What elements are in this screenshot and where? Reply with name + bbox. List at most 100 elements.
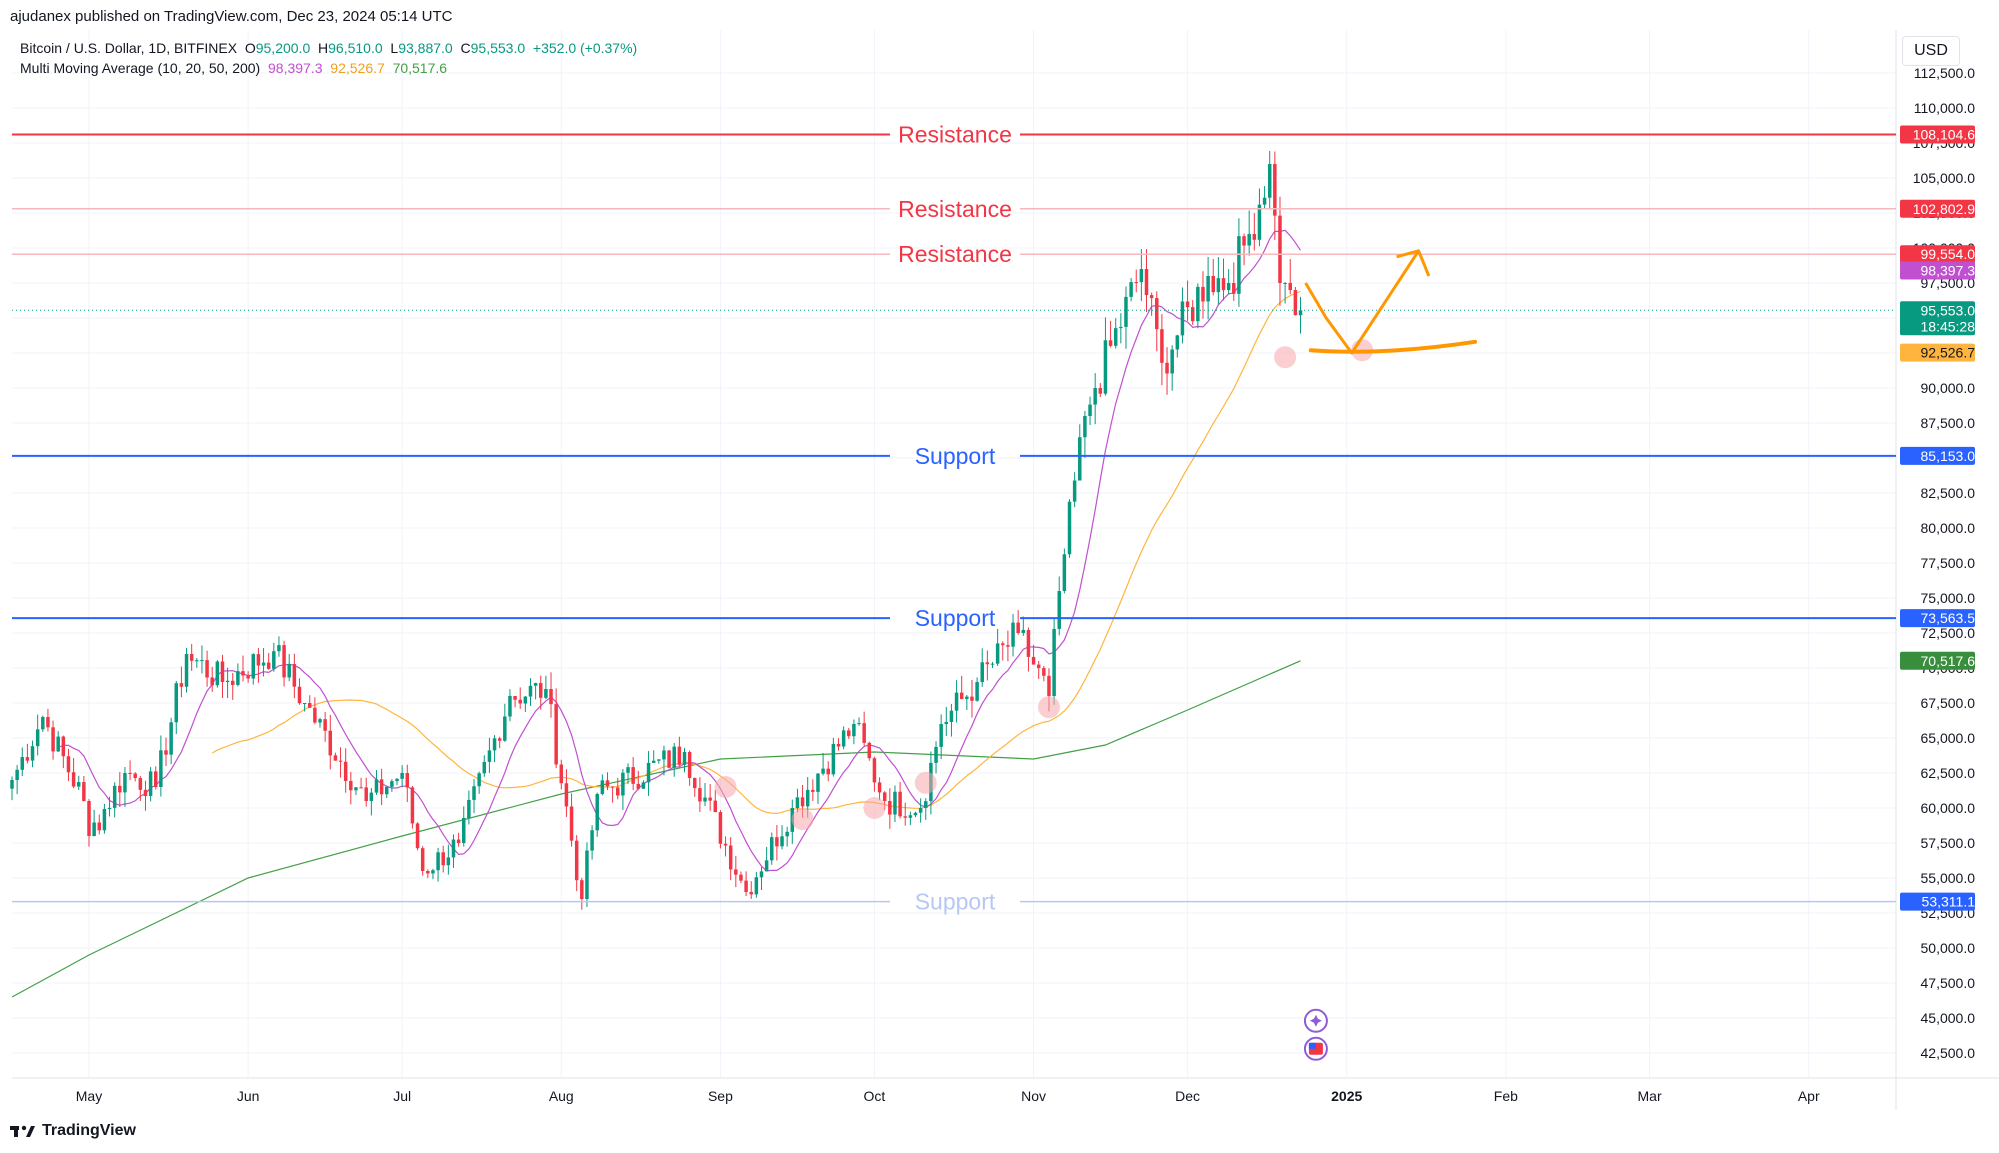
candle-body [805, 789, 810, 807]
candle-body [1139, 269, 1144, 283]
published-by: ajudanex published on TradingView.com, D… [10, 8, 453, 25]
candle-body [903, 816, 907, 818]
price-tag-bg [1900, 892, 1975, 911]
candle-body [1180, 301, 1185, 336]
candle-body [1067, 501, 1072, 555]
price-tag-bg [1900, 199, 1975, 218]
candle-body [1144, 269, 1149, 296]
candle-body [1221, 278, 1226, 291]
price-tag-text: 95,553.0 [1921, 302, 1976, 318]
y-tick-label: 47,500.0 [1921, 975, 1976, 991]
x-tick-label: 2025 [1331, 1088, 1362, 1104]
candle-body [251, 654, 256, 679]
candle-body [164, 750, 168, 755]
candle-body [1134, 282, 1138, 284]
close-key: C [460, 40, 471, 56]
y-tick-label: 112,500.0 [1914, 65, 1975, 81]
candle-body [687, 752, 692, 778]
candle-body [980, 662, 984, 682]
ma200-path [11, 660, 1301, 998]
candle-body [76, 782, 81, 787]
low-key: L [390, 40, 399, 56]
candle-body [1262, 197, 1267, 205]
horizontal-levels[interactable]: Resistance Resistance Resistance Support Sup… [12, 122, 1896, 915]
candle-body [1242, 236, 1246, 246]
y-tick-label: 110,000.0 [1914, 100, 1975, 116]
candle-body [184, 654, 189, 687]
candle-body [246, 675, 250, 679]
candle-body [487, 750, 492, 762]
candle-body [898, 791, 902, 817]
candle-body [282, 645, 286, 678]
candle-body [313, 707, 317, 723]
y-tick-label: 75,000.0 [1921, 590, 1976, 606]
candle-body [143, 789, 148, 796]
projection-drawing[interactable] [1304, 249, 1478, 355]
candle-body [385, 786, 389, 795]
candle-body [1108, 340, 1113, 346]
resistance-price-tag: 99,554.0 [1900, 245, 1975, 264]
y-tick-label: 72,500.0 [1921, 625, 1976, 641]
candle-body [30, 746, 35, 761]
candle-body [200, 660, 204, 662]
candle-body [169, 722, 173, 755]
symbol-legend[interactable]: Bitcoin / U.S. Dollar, 1D, BITFINEX O95,… [20, 40, 637, 56]
candle-body [189, 654, 194, 661]
indicator-legend[interactable]: Multi Moving Average (10, 20, 50, 200) 9… [20, 60, 447, 76]
candle-body [821, 768, 825, 774]
x-tick-label: Feb [1494, 1088, 1518, 1104]
candle-body [102, 809, 107, 831]
candle-body [1278, 215, 1282, 283]
candle-body [1257, 204, 1262, 240]
candle-body [318, 719, 322, 723]
candle-body [847, 730, 851, 737]
candle-body [616, 787, 620, 796]
candle-body [359, 787, 363, 789]
candle-body [205, 660, 209, 678]
candle-body [230, 680, 235, 685]
sparkle-event-icon [1303, 1008, 1328, 1033]
candle-body [1298, 310, 1303, 316]
price-tag-bg [1900, 446, 1975, 465]
event-icons[interactable] [1303, 1008, 1328, 1061]
time-axis[interactable]: May Jun Jul Aug Sep Oct Nov Dec 2025 Feb Mar Apr [76, 1088, 1820, 1104]
candle-body [877, 782, 882, 793]
candle-body [600, 780, 605, 794]
candle-body [307, 703, 312, 708]
candle-body [1247, 234, 1251, 246]
candle-body [118, 785, 122, 793]
candle-body [657, 759, 661, 761]
y-tick-label: 65,000.0 [1921, 730, 1976, 746]
candle-body [349, 780, 353, 791]
candle-body [92, 822, 96, 836]
candle-body [148, 771, 153, 796]
support-price-tag: 85,153.0 [1900, 446, 1975, 465]
candle-body [323, 719, 327, 731]
candle-body [513, 696, 517, 700]
candle-body [51, 727, 55, 752]
flag-event-icon [1303, 1036, 1328, 1061]
tradingview-brand[interactable]: TradingView [10, 1122, 136, 1140]
candle-body [836, 743, 841, 747]
candle-body [1252, 234, 1257, 240]
candle-body [667, 750, 671, 768]
x-tick-label: Jun [237, 1088, 260, 1104]
y-tick-label: 82,500.0 [1921, 485, 1976, 501]
candle-body [395, 778, 399, 782]
currency-button[interactable]: USD [1902, 36, 1960, 66]
candle-body [918, 808, 923, 813]
candle-body [1216, 278, 1221, 293]
candle-body [97, 822, 102, 831]
candle-body [831, 743, 836, 775]
candle-body [775, 837, 779, 847]
candle-body [56, 736, 60, 752]
candle-body [415, 823, 420, 849]
candle-body [241, 671, 245, 676]
y-tick-label: 80,000.0 [1921, 520, 1976, 536]
candle-body [816, 773, 820, 792]
support-label: Support [915, 889, 996, 915]
candle-body [826, 768, 830, 775]
price-tag-text: 98,397.3 [1921, 262, 1976, 278]
candle-body [1201, 286, 1205, 302]
